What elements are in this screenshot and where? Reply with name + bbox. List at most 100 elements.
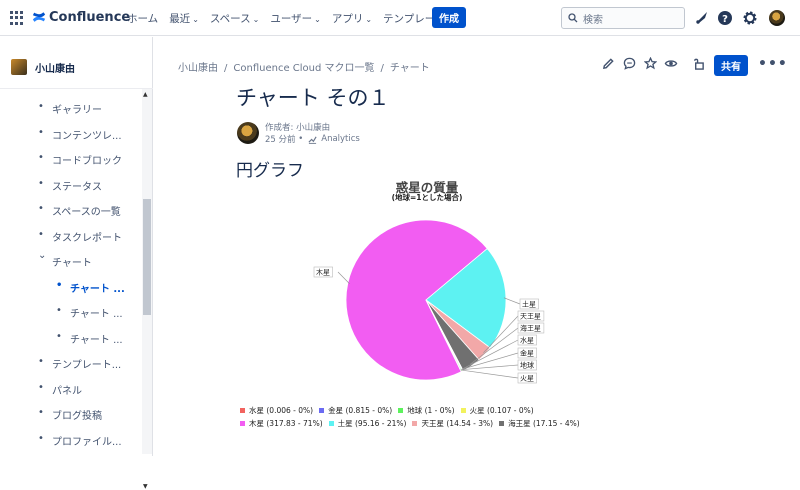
edit-icon[interactable] (602, 57, 615, 70)
slice-label-box (519, 298, 539, 310)
sidebar-item[interactable]: • コードブロック (0, 146, 142, 172)
chevron-down-icon: ⌄ (314, 15, 321, 24)
nav-item-4[interactable]: アプリ ⌄ (332, 11, 372, 26)
share-button[interactable]: 共有 (714, 55, 748, 76)
slice-label-leader (337, 271, 350, 285)
breadcrumb-link[interactable]: 小山康由 (178, 63, 218, 74)
sidebar-scrollbar-thumb[interactable] (143, 199, 151, 315)
nav-item-label: 最近 (169, 13, 191, 25)
sidebar-item-label: プロファイル... (52, 436, 122, 448)
nav-item-5[interactable]: テンプレート (383, 11, 446, 26)
sidebar-item-label: チャート (52, 258, 92, 269)
breadcrumb-separator: / (224, 63, 228, 74)
sidebar-item[interactable]: • ブログ投稿 (0, 401, 142, 427)
slice-label-leader (460, 364, 519, 371)
legend-item[interactable]: 金星 (0.815 - 0%) (319, 405, 392, 416)
sidebar-item[interactable]: • テンプレート... (0, 350, 142, 376)
legend-item[interactable]: 海王星 (17.15 - 4%) (499, 418, 580, 429)
pie-slice[interactable] (345, 219, 488, 381)
slice-label: 地球 (520, 361, 534, 370)
legend-item[interactable]: 地球 (1 - 0%) (398, 405, 455, 416)
sidebar-item[interactable]: • タスクレポート (0, 223, 142, 249)
analytics-icon (308, 135, 317, 144)
watch-icon[interactable] (664, 57, 678, 70)
notifications-icon[interactable] (694, 10, 710, 26)
sidebar-item[interactable]: • パネル (0, 376, 142, 402)
legend-swatch (240, 408, 245, 413)
legend-item[interactable]: 木星 (317.83 - 71%) (240, 418, 323, 429)
chevron-down-icon: ⌄ (365, 15, 373, 24)
app-switcher-icon[interactable] (10, 11, 24, 25)
bullet-icon: • (38, 152, 44, 163)
legend-swatch (398, 408, 404, 413)
create-button[interactable]: 作成 (432, 7, 466, 28)
breadcrumb: 小山康由 / Confluence Cloud マクロ一覧 / チャート (178, 59, 430, 74)
sidebar-item[interactable]: • チャート ... (0, 325, 142, 351)
sidebar-divider (0, 88, 153, 89)
nav-item-label: ホーム (127, 13, 159, 25)
nav-item-2[interactable]: スペース ⌄ (210, 11, 259, 26)
slice-label-box (517, 310, 545, 322)
search-input[interactable]: 検索 (561, 7, 685, 29)
breadcrumb-link[interactable]: Confluence Cloud マクロ一覧 (233, 63, 375, 74)
breadcrumb-link[interactable]: チャート (389, 63, 430, 74)
slice-label: 水星 (520, 336, 534, 345)
sidebar-item[interactable]: • ギャラリー (0, 95, 142, 121)
meta-separator: • (295, 134, 304, 144)
page-tree: • ギャラリー • コンテンツレ... • コードブロック • ステータス • スペースの一覧 • タ… (0, 95, 142, 452)
bullet-icon: • (38, 177, 44, 189)
nav-item-label: スペース (209, 13, 251, 25)
app-name[interactable]: Confluence (49, 10, 131, 25)
sidebar-item[interactable]: • プロファイル... (0, 427, 142, 453)
slice-label: 火星 (520, 375, 534, 383)
page-time: 25 分前 (265, 135, 296, 145)
sidebar-item-label: コードブロック (52, 156, 122, 167)
confluence-logo-icon[interactable] (32, 10, 46, 24)
nav-item-label: ユーザー (270, 13, 313, 25)
restrictions-icon[interactable] (692, 57, 705, 70)
comment-icon[interactable] (623, 57, 636, 70)
legend-swatch (499, 421, 505, 426)
sidebar-item[interactable]: • チャート ... (0, 274, 142, 300)
sidebar-item-label: ステータス (52, 181, 102, 193)
sidebar-item[interactable]: • チャート ... (0, 299, 142, 325)
legend-label: 天王星 (14.54 - 3%) (421, 419, 494, 428)
settings-icon[interactable] (742, 10, 758, 26)
chart-title: 惑星の質量 (395, 180, 459, 195)
legend-item[interactable]: 水星 (0.006 - 0%) (240, 405, 313, 416)
profile-avatar[interactable] (769, 10, 785, 26)
space-header[interactable]: 小山康由 (11, 59, 75, 75)
legend-item[interactable]: 火星 (0.107 - 0%) (460, 405, 534, 416)
bullet-icon: • (38, 407, 44, 418)
slice-label-box (517, 359, 537, 371)
legend-item[interactable]: 土星 (95.16 - 21%) (328, 418, 407, 429)
help-icon[interactable]: ? (717, 10, 733, 26)
nav-item-1[interactable]: 最近 ⌄ (169, 11, 199, 26)
sidebar-item[interactable]: • スペースの一覧 (0, 197, 142, 223)
slice-label-leader (462, 339, 519, 370)
nav-item-0[interactable]: ホーム (127, 11, 158, 26)
analytics-link[interactable]: Analytics (321, 134, 360, 144)
scroll-up-arrow-icon[interactable]: ▲ (143, 91, 148, 98)
slice-label-box (517, 334, 537, 346)
legend-label: 土星 (95.16 - 21%) (337, 419, 407, 428)
pie-slice[interactable] (425, 299, 462, 373)
slice-label-box (517, 347, 537, 359)
bullet-icon: • (38, 228, 44, 240)
sidebar-item[interactable]: ⌄ チャート (0, 248, 142, 274)
sidebar-item[interactable]: • ステータス (0, 172, 142, 198)
bullet-icon: • (38, 381, 44, 393)
sidebar-item-label: コンテンツレ... (52, 130, 122, 142)
legend-label: 水星 (0.006 - 0%) (249, 406, 314, 415)
sidebar-item[interactable]: • コンテンツレ... (0, 121, 142, 147)
star-icon[interactable] (644, 57, 657, 70)
legend-item[interactable]: 天王星 (14.54 - 3%) (412, 418, 493, 429)
page-byline[interactable]: 作成者: 小山康由 (265, 123, 331, 133)
legend-swatch (328, 421, 334, 426)
author-avatar[interactable] (237, 122, 259, 144)
sidebar-item-label: チャート ... (70, 283, 125, 295)
scroll-down-arrow-icon[interactable]: ▼ (143, 483, 148, 490)
more-actions-icon[interactable]: ••• (758, 56, 788, 72)
bullet-icon: • (56, 305, 62, 316)
nav-item-3[interactable]: ユーザー ⌄ (270, 11, 321, 26)
